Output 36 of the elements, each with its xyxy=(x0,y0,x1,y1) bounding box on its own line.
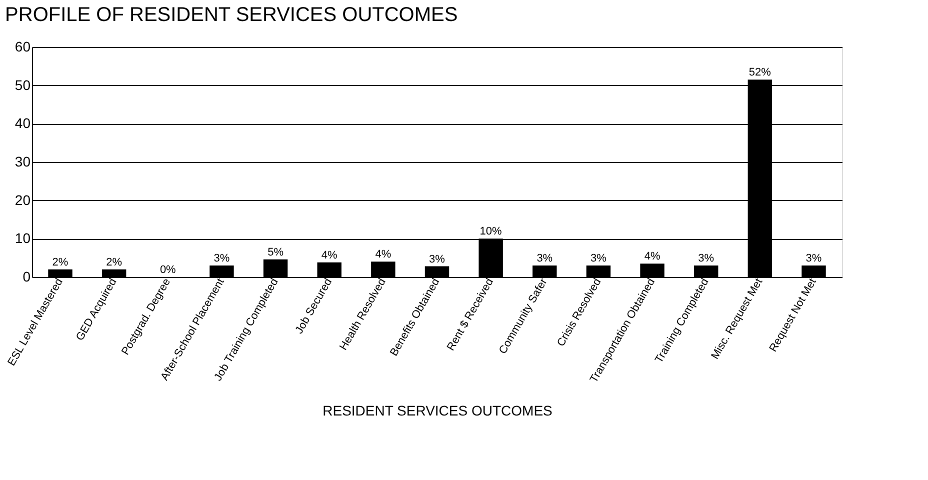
data-label: 5% xyxy=(268,246,284,258)
y-tick-label: 10 xyxy=(14,230,31,246)
bar xyxy=(694,266,718,277)
y-tick-label: 0 xyxy=(22,268,31,284)
bar xyxy=(802,266,826,277)
y-tick-label: 30 xyxy=(14,154,31,170)
bar xyxy=(532,266,557,277)
bar xyxy=(102,269,126,277)
x-axis-title: RESIDENT SERVICES OUTCOMES xyxy=(322,402,552,418)
data-label: 2% xyxy=(106,256,122,268)
data-label: 52% xyxy=(748,66,772,79)
bar xyxy=(640,264,664,277)
data-label: 3% xyxy=(590,252,607,264)
chart-title: PROFILE OF RESIDENT SERVICES OUTCOMES xyxy=(5,4,458,26)
data-label: 4% xyxy=(321,249,338,262)
data-label: 3% xyxy=(214,252,230,264)
bar xyxy=(48,269,72,277)
data-label: 3% xyxy=(806,252,822,264)
y-tick-label: 60 xyxy=(14,38,31,54)
bar xyxy=(586,266,611,277)
bar xyxy=(317,262,342,277)
bar xyxy=(263,259,288,277)
data-label: 4% xyxy=(644,250,660,263)
y-tick-label: 20 xyxy=(14,192,31,208)
data-label: 3% xyxy=(698,252,714,264)
bar xyxy=(210,266,234,277)
y-tick-label: 50 xyxy=(14,76,31,93)
data-label: 10% xyxy=(480,226,502,238)
y-tick-label: 40 xyxy=(14,115,31,132)
data-label: 3% xyxy=(536,252,553,264)
data-label: 2% xyxy=(52,256,68,268)
data-label: 3% xyxy=(429,253,446,266)
data-label: 0% xyxy=(160,264,176,276)
data-label: 4% xyxy=(375,248,392,261)
bar xyxy=(424,266,450,277)
bar xyxy=(371,262,396,277)
